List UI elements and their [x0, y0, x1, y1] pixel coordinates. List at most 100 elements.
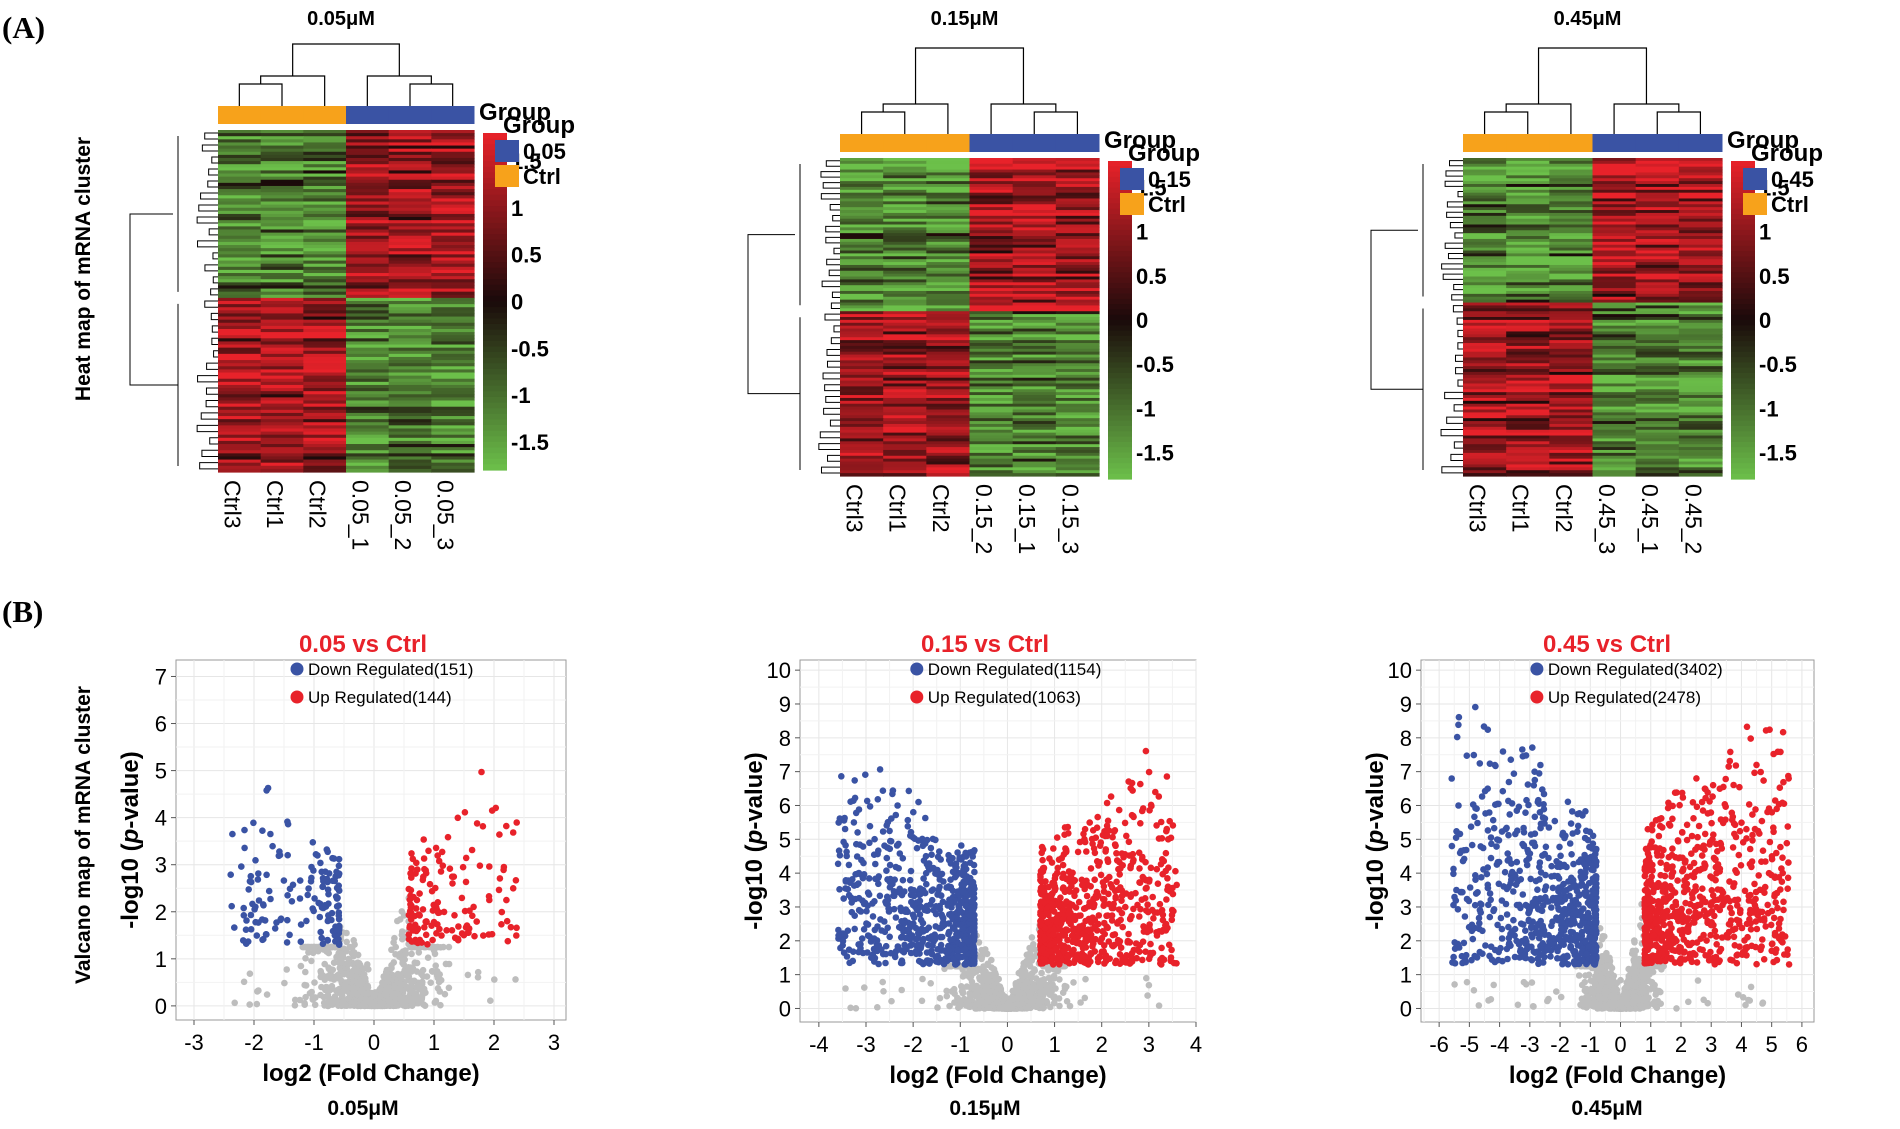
data-point	[498, 908, 506, 916]
heatmap-cell	[388, 198, 432, 203]
heatmap-cell	[1055, 299, 1100, 304]
heatmap-cell	[1506, 458, 1550, 463]
heatmap-cell	[1055, 262, 1100, 266]
colorbar-segment	[1731, 214, 1755, 220]
colorbar-segment	[483, 323, 507, 331]
heatmap-cell	[1463, 184, 1507, 188]
heatmap-title: 0.05μM	[307, 8, 375, 30]
heatmap-cell	[1506, 360, 1550, 364]
heatmap-cell	[218, 416, 262, 420]
colorbar-segment	[1731, 441, 1755, 448]
heatmap-cell	[883, 389, 927, 393]
heatmap-cell	[926, 403, 971, 408]
dendro-branch	[1445, 170, 1463, 177]
heatmap-cell	[883, 253, 927, 257]
heatmap-cell	[883, 334, 927, 338]
heatmap-cell	[388, 294, 432, 299]
heatmap-cell	[388, 344, 432, 349]
dendro-branch	[211, 156, 218, 164]
heatmap-cell	[1678, 322, 1723, 327]
heatmap-cell	[1012, 169, 1057, 174]
heatmap-cell	[1549, 470, 1594, 474]
dendro-branch	[914, 47, 1025, 104]
heatmap-cell	[1635, 371, 1680, 376]
heatmap-cell	[883, 325, 927, 330]
data-point	[252, 918, 259, 926]
heatmap-cell	[926, 371, 971, 376]
heatmap-cell	[1506, 340, 1550, 344]
heatmap-cell	[1463, 163, 1507, 168]
heatmap-cell	[1506, 236, 1550, 240]
colorbar-segment	[1108, 447, 1132, 454]
heatmap-cell	[883, 288, 927, 292]
heatmap-cell	[1678, 181, 1723, 185]
heatmap-cell	[1012, 464, 1057, 468]
heatmap-cell	[1678, 175, 1723, 179]
heatmap-cell	[1635, 241, 1680, 246]
heatmap-cell	[388, 288, 432, 293]
heatmap-cell	[1592, 464, 1637, 468]
heatmap-cell	[1506, 461, 1550, 466]
data-point	[284, 916, 291, 924]
heatmap-cell	[388, 341, 432, 346]
heatmap-cell	[1055, 259, 1100, 263]
heatmap-cell	[1592, 360, 1637, 364]
heatmap-cell	[883, 331, 927, 335]
heatmap-cell	[388, 397, 432, 402]
column-dendrogram	[238, 43, 454, 106]
heatmap-cell	[260, 170, 304, 175]
heatmap-cell	[218, 235, 262, 240]
heatmap-cell	[431, 353, 475, 358]
colorbar-segment	[1108, 399, 1132, 406]
heatmap-cell	[926, 363, 971, 367]
heatmap-cell	[840, 449, 884, 454]
data-point	[283, 939, 291, 946]
heatmap-cell	[926, 285, 971, 289]
heatmap-cell	[1012, 423, 1057, 428]
heatmap-cell	[303, 185, 347, 190]
heatmap-cell	[388, 369, 432, 374]
heatmap-cell	[388, 229, 432, 234]
heatmap-cell	[303, 335, 347, 339]
heatmap-cell	[1678, 158, 1723, 162]
colorbar-segment	[483, 133, 507, 140]
heatmap-cell	[1592, 302, 1637, 307]
heatmap-cell	[1592, 371, 1637, 376]
data-point	[305, 885, 312, 892]
heatmap-cell	[1678, 389, 1723, 393]
heatmap-cell	[1592, 449, 1637, 454]
heatmap-cell	[969, 397, 1014, 402]
heatmap-cell	[1463, 201, 1507, 205]
heatmap-cell	[1055, 386, 1100, 390]
heatmap-cell	[1678, 429, 1723, 434]
heatmap-cell	[1592, 218, 1637, 223]
heatmap-cell	[1055, 195, 1100, 200]
heatmap-cell	[1012, 340, 1057, 344]
heatmap-cell	[883, 461, 927, 466]
heatmap-cell	[1506, 432, 1550, 437]
heatmap-cell	[346, 151, 390, 156]
heatmap-cell	[1635, 189, 1680, 194]
heatmap-cell	[1012, 432, 1057, 437]
heatmap-cell	[1463, 319, 1507, 324]
dendro-branch	[209, 437, 218, 445]
heatmap-cell	[883, 198, 927, 202]
heatmap-cell	[1678, 432, 1723, 437]
heatmap-cell	[840, 400, 884, 405]
heatmap-cell	[883, 395, 927, 399]
heatmap-cell	[1506, 212, 1550, 217]
heatmap-cell	[840, 236, 884, 240]
y-tick-label: 5	[155, 759, 167, 784]
group-bar-cell	[303, 106, 347, 124]
colorbar-segment	[1108, 420, 1132, 427]
heatmap-cell	[969, 325, 1014, 330]
heatmap-cell	[1592, 389, 1637, 393]
heatmap-cell	[346, 238, 390, 243]
heatmap-cell	[303, 440, 347, 445]
heatmap-cell	[1592, 467, 1637, 471]
data-point	[325, 949, 333, 957]
heatmap-cell	[1463, 392, 1507, 396]
heatmap-cell	[303, 353, 347, 358]
heatmap-cell	[926, 175, 971, 179]
dendro-branch	[826, 348, 840, 356]
